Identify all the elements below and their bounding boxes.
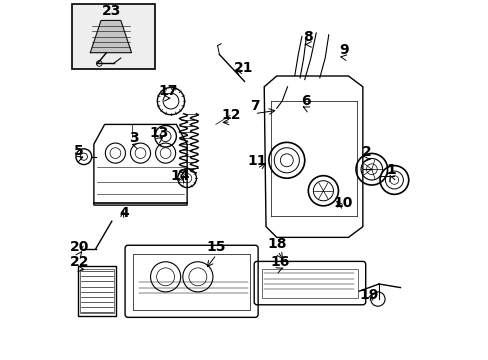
Text: 1: 1 xyxy=(385,163,395,177)
Text: 16: 16 xyxy=(270,255,289,269)
Text: 17: 17 xyxy=(159,84,178,98)
Text: 10: 10 xyxy=(333,196,352,210)
Text: 19: 19 xyxy=(359,288,378,302)
Text: 4: 4 xyxy=(119,206,129,220)
Text: 22: 22 xyxy=(70,255,89,269)
Text: 13: 13 xyxy=(149,126,168,140)
Text: 3: 3 xyxy=(129,131,139,145)
Text: 2: 2 xyxy=(362,145,371,159)
Text: 5: 5 xyxy=(74,144,83,158)
Text: 15: 15 xyxy=(206,240,226,255)
Bar xyxy=(80,269,114,314)
Text: 12: 12 xyxy=(221,108,240,122)
Bar xyxy=(261,269,357,298)
Text: 18: 18 xyxy=(267,237,286,251)
Text: 20: 20 xyxy=(70,240,89,255)
Bar xyxy=(72,4,155,69)
Text: 6: 6 xyxy=(301,94,310,108)
Polygon shape xyxy=(90,21,131,53)
Text: 14: 14 xyxy=(171,169,190,183)
Text: 21: 21 xyxy=(234,61,253,75)
Bar xyxy=(78,266,116,316)
Text: 9: 9 xyxy=(339,43,348,57)
Text: 8: 8 xyxy=(303,30,313,44)
Text: 23: 23 xyxy=(102,4,121,18)
Text: 7: 7 xyxy=(249,99,259,113)
Text: 11: 11 xyxy=(247,154,266,168)
Bar xyxy=(133,254,249,310)
